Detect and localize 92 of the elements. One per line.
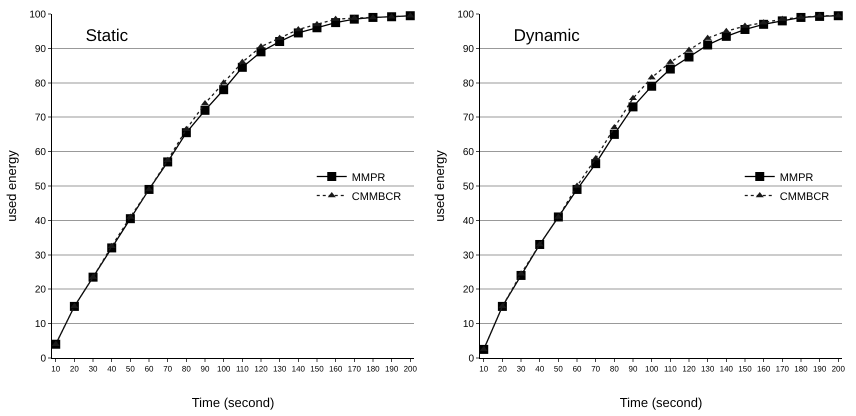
legend-label: MMPR <box>780 172 814 184</box>
point <box>796 14 805 20</box>
y-tick-label: 60 <box>462 147 474 158</box>
x-tick-label: 200 <box>832 364 846 374</box>
x-tick-label: 100 <box>216 364 231 374</box>
x-tick-label: 10 <box>51 364 61 374</box>
x-tick-label: 70 <box>163 364 173 374</box>
x-tick-label: 140 <box>292 364 306 374</box>
y-tick-label: 20 <box>462 284 474 296</box>
point <box>368 14 377 20</box>
x-tick-label: 130 <box>700 364 715 374</box>
y-tick-label: 0 <box>468 354 474 364</box>
y-tick-label: 90 <box>462 44 474 55</box>
point <box>220 79 228 85</box>
point <box>722 32 731 41</box>
y-tick-label: 30 <box>462 250 474 262</box>
point <box>126 213 134 219</box>
legend-label: CMMBCR <box>780 190 830 203</box>
y-tick-label: 20 <box>34 284 46 296</box>
y-tick-label: 80 <box>34 78 46 90</box>
y-tick-label: 80 <box>462 78 474 90</box>
x-tick-label: 100 <box>644 364 659 374</box>
point <box>498 302 506 308</box>
x-tick-label: 50 <box>554 364 564 374</box>
x-tick-label: 90 <box>628 364 638 374</box>
x-tick-label: 60 <box>144 364 154 374</box>
x-tick-label: 10 <box>479 364 489 374</box>
y-tick-label: 0 <box>40 354 46 364</box>
x-tick-label: 190 <box>812 364 827 374</box>
x-tick-label: 30 <box>516 364 526 374</box>
text: Dynamic <box>514 26 580 46</box>
y-tick-label: 70 <box>34 112 46 124</box>
x-tick-label: 140 <box>720 364 734 374</box>
x-tick-label: 150 <box>310 364 324 374</box>
x-tick-label: 80 <box>610 364 620 374</box>
point <box>70 302 78 308</box>
point <box>684 52 694 62</box>
point <box>647 82 656 91</box>
point <box>666 64 675 74</box>
y-axis-title: used energy <box>4 150 19 222</box>
y-tick-label: 10 <box>462 319 474 330</box>
x-tick-label: 170 <box>776 364 790 374</box>
x-tick-label: 80 <box>182 364 192 374</box>
x-tick-label: 110 <box>664 364 678 374</box>
y-tick-label: 90 <box>34 44 46 55</box>
x-tick-label: 60 <box>572 364 582 374</box>
y-tick-label: 50 <box>462 182 474 192</box>
x-tick-label: 20 <box>70 364 80 374</box>
point <box>554 213 562 219</box>
x-tick-label: 190 <box>384 364 399 374</box>
x-tick-label: 90 <box>200 364 210 374</box>
x-tick-label: 120 <box>254 364 268 374</box>
text: Static <box>86 26 129 46</box>
x-tick-label: 110 <box>236 364 250 374</box>
point <box>200 106 210 115</box>
x-tick-label: 30 <box>88 364 98 374</box>
x-tick-label: 200 <box>404 364 418 374</box>
y-tick-label: 100 <box>29 10 46 20</box>
x-tick-label: 130 <box>272 364 287 374</box>
legend-label: CMMBCR <box>352 190 402 203</box>
point <box>294 26 302 32</box>
x-tick-label: 40 <box>107 364 117 374</box>
x-tick-label: 160 <box>328 364 343 374</box>
point <box>219 85 228 94</box>
y-tick-label: 50 <box>34 182 46 192</box>
x-axis-title: Time (second) <box>192 395 274 410</box>
y-tick-label: 40 <box>34 216 46 227</box>
point <box>536 240 544 246</box>
y-axis-title: used energy <box>432 150 447 222</box>
y-tick-label: 70 <box>462 112 474 124</box>
point <box>703 40 712 50</box>
y-tick-label: 100 <box>457 10 474 20</box>
x-tick-label: 170 <box>348 364 362 374</box>
x-tick-label: 150 <box>738 364 752 374</box>
x-tick-label: 120 <box>682 364 696 374</box>
point <box>480 346 488 352</box>
x-tick-label: 180 <box>366 364 380 374</box>
point <box>592 154 600 160</box>
y-tick-label: 10 <box>34 319 46 330</box>
legend-label: MMPR <box>352 172 386 184</box>
x-tick-label: 180 <box>794 364 808 374</box>
x-tick-label: 160 <box>756 364 771 374</box>
point <box>610 130 619 139</box>
y-tick-label: 30 <box>34 250 46 262</box>
x-tick-label: 20 <box>498 364 508 374</box>
y-tick-label: 60 <box>34 147 46 158</box>
x-tick-label: 70 <box>591 364 601 374</box>
point <box>628 102 638 112</box>
y-tick-label: 40 <box>462 216 474 227</box>
x-axis-title: Time (second) <box>620 395 702 410</box>
x-tick-label: 50 <box>126 364 136 374</box>
x-tick-label: 40 <box>535 364 545 374</box>
